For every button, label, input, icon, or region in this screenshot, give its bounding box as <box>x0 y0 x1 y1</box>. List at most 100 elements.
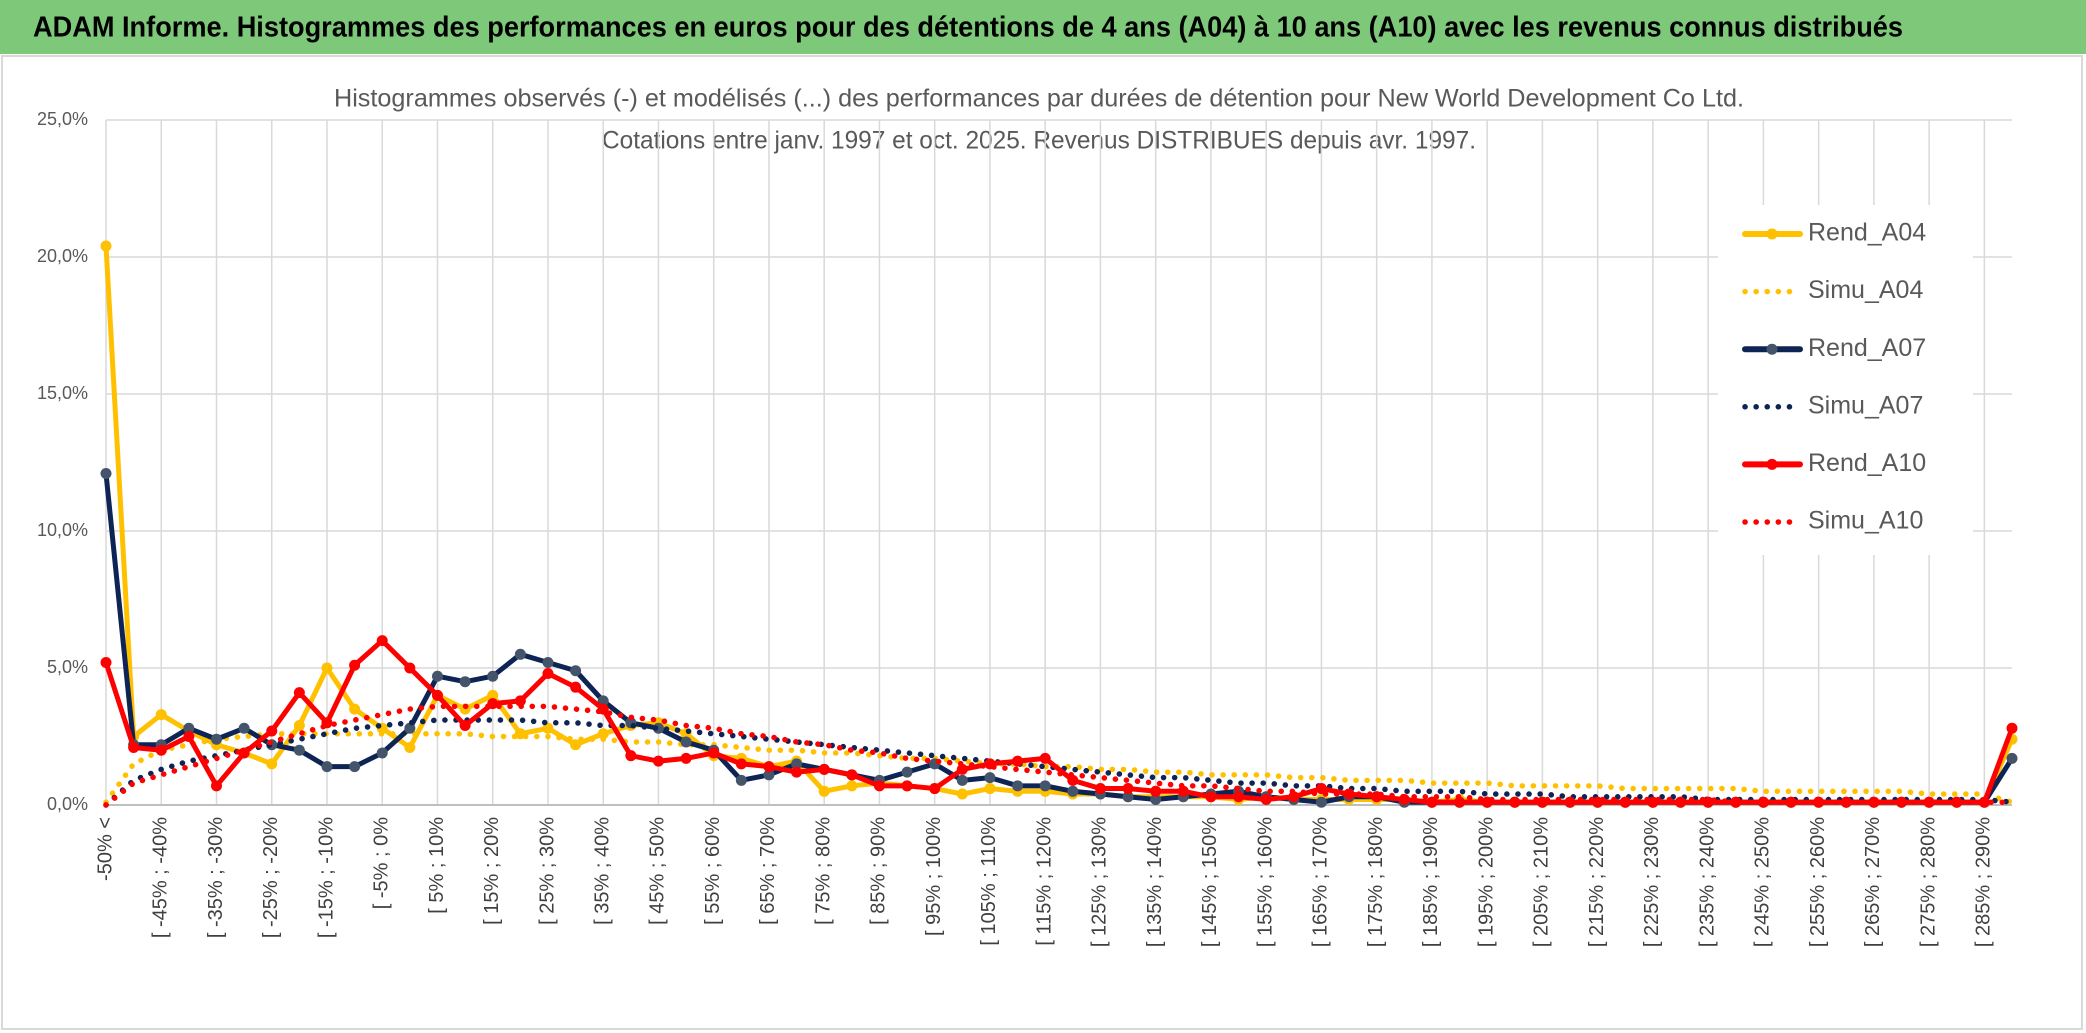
data-point <box>183 731 195 742</box>
x-tick-label: [ 95% ; 100% <box>923 817 945 936</box>
data-point <box>1122 791 1134 803</box>
x-tick-label: [ -35% ; -30% <box>205 817 227 938</box>
data-point <box>1122 783 1134 795</box>
data-point <box>238 722 250 734</box>
data-point <box>984 783 996 795</box>
data-point <box>542 667 554 679</box>
x-tick-label: [ 165% ; 170% <box>1310 817 1332 947</box>
data-point <box>1260 794 1272 806</box>
x-tick-label: [ 105% ; 110% <box>978 817 1000 946</box>
data-point <box>266 758 278 770</box>
data-point <box>597 695 609 707</box>
data-point <box>542 657 554 669</box>
series-line <box>103 717 2015 808</box>
data-point <box>349 761 361 773</box>
data-point <box>431 689 443 701</box>
data-point <box>487 689 499 701</box>
data-point <box>1315 783 1327 795</box>
data-point <box>404 722 416 734</box>
data-point <box>404 741 416 753</box>
y-tick-label: 25,0% <box>37 109 88 129</box>
legend-label: Simu_A10 <box>1808 507 1923 535</box>
x-tick-label: [ 175% ; 180% <box>1365 817 1387 947</box>
data-point <box>2006 722 2018 734</box>
data-point <box>680 752 692 764</box>
data-point <box>791 766 803 778</box>
data-point <box>956 774 968 786</box>
data-point <box>1205 791 1217 803</box>
data-point <box>1923 796 1935 808</box>
x-tick-label: [ 195% ; 200% <box>1475 817 1497 947</box>
x-tick-label: [ 275% ; 280% <box>1917 817 1939 947</box>
data-point <box>210 780 222 792</box>
data-point <box>1757 796 1769 808</box>
data-point <box>1868 796 1880 808</box>
data-point <box>1039 752 1051 764</box>
data-point <box>1177 785 1189 797</box>
legend-marker <box>1766 458 1778 470</box>
data-point <box>1150 794 1162 806</box>
data-point <box>321 761 333 773</box>
x-tick-label: [ 125% ; 130% <box>1089 817 1111 947</box>
data-point <box>1094 783 1106 795</box>
data-point <box>791 758 803 770</box>
x-tick-label: [ 135% ; 140% <box>1144 817 1166 947</box>
header-bar <box>0 0 2086 54</box>
data-point <box>708 747 720 759</box>
x-tick-label: [ 285% ; 290% <box>1973 817 1995 947</box>
x-tick-label: [ 155% ; 160% <box>1254 817 1276 947</box>
data-point <box>376 747 388 759</box>
data-point <box>763 769 775 781</box>
series-line <box>103 703 2015 808</box>
data-point <box>293 687 305 699</box>
data-point <box>293 720 305 732</box>
data-point <box>901 766 913 778</box>
data-point <box>100 467 112 479</box>
data-point <box>431 670 443 682</box>
legend-label: Rend_A07 <box>1808 334 1926 362</box>
data-point <box>818 763 830 775</box>
data-point <box>542 722 554 734</box>
legend-marker <box>1766 343 1778 355</box>
y-tick-label: 15,0% <box>37 383 88 403</box>
x-tick-label: [ 65% ; 70% <box>757 817 779 925</box>
data-point <box>873 780 885 792</box>
data-point <box>1978 796 1990 808</box>
data-point <box>956 763 968 775</box>
data-point <box>570 665 582 677</box>
chart-title: Histogrammes observés (-) et modélisés (… <box>334 85 1744 113</box>
legend-marker <box>1766 228 1778 240</box>
data-point <box>818 785 830 797</box>
x-tick-label: [ 215% ; 220% <box>1586 817 1608 947</box>
data-point <box>155 709 167 721</box>
x-tick-label: [ 255% ; 260% <box>1807 817 1829 947</box>
x-tick-label: [ 25% ; 30% <box>536 817 558 925</box>
x-tick-label: [ -15% ; -10% <box>315 817 337 938</box>
data-point <box>1039 780 1051 792</box>
chart-subtitle: Cotations entre janv. 1997 et oct. 2025.… <box>602 127 1476 155</box>
data-point <box>1067 785 1079 797</box>
x-tick-label: [ 245% ; 250% <box>1752 817 1774 947</box>
x-tick-label: [ 185% ; 190% <box>1420 817 1442 947</box>
data-point <box>404 662 416 674</box>
x-tick-label: [ -45% ; -40% <box>150 817 172 938</box>
data-point <box>1426 796 1438 808</box>
data-point <box>487 670 499 682</box>
data-point <box>1813 796 1825 808</box>
x-tick-label: [ 235% ; 240% <box>1696 817 1718 947</box>
data-point <box>846 769 858 781</box>
data-point <box>2006 752 2018 764</box>
data-point <box>570 681 582 693</box>
legend-label: Simu_A04 <box>1808 276 1923 304</box>
data-point <box>128 741 140 753</box>
data-point <box>1454 796 1466 808</box>
x-tick-label: [ -5% ; 0% <box>371 817 393 909</box>
data-point <box>984 772 996 784</box>
data-point <box>763 761 775 773</box>
x-tick-label: [ 115% ; 120% <box>1033 817 1055 946</box>
legend-box <box>1718 205 1973 555</box>
data-point <box>514 695 526 707</box>
data-point <box>1150 785 1162 797</box>
data-point <box>735 758 747 770</box>
data-point <box>1315 796 1327 808</box>
